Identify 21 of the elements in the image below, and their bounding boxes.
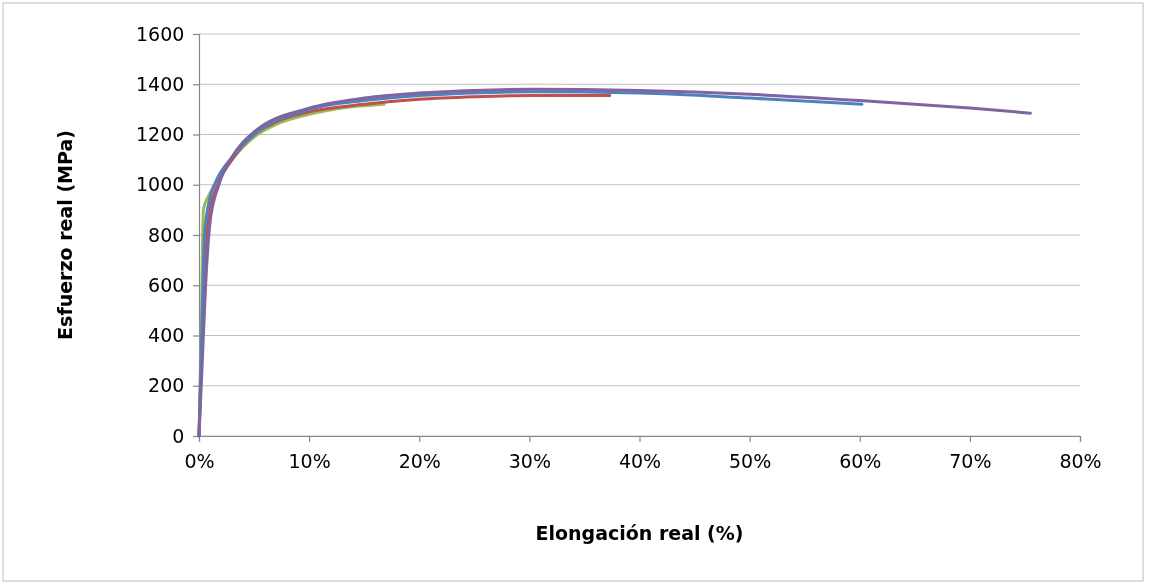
y-tick-label: 1400 (135, 72, 185, 95)
x-tick-label: 0% (184, 449, 215, 472)
x-tick-label: 80% (1059, 449, 1102, 472)
y-tick-label: 200 (148, 374, 185, 397)
y-axis-title: Esfuerzo real (MPa) (54, 130, 76, 340)
y-tick-label: 1200 (135, 123, 185, 146)
y-tick-label: 1600 (135, 22, 185, 45)
x-tick-label: 20% (398, 449, 441, 472)
line-series (197, 87, 1032, 438)
x-tick-label: 70% (949, 449, 992, 472)
y-tick-label: 1000 (135, 173, 185, 196)
x-tick-label: 40% (618, 449, 662, 472)
x-tick-label: 50% (729, 449, 772, 472)
y-tick-label: 400 (148, 324, 185, 347)
y-tick-label: 800 (148, 223, 185, 246)
x-tick-label: 60% (839, 449, 882, 472)
y-tick-label: 600 (148, 273, 185, 296)
y-tick-label: 0 (172, 424, 185, 447)
x-tick-label: 10% (288, 449, 331, 472)
x-axis-title: Elongación real (%) (535, 522, 744, 544)
x-tick-label: 30% (508, 449, 551, 472)
